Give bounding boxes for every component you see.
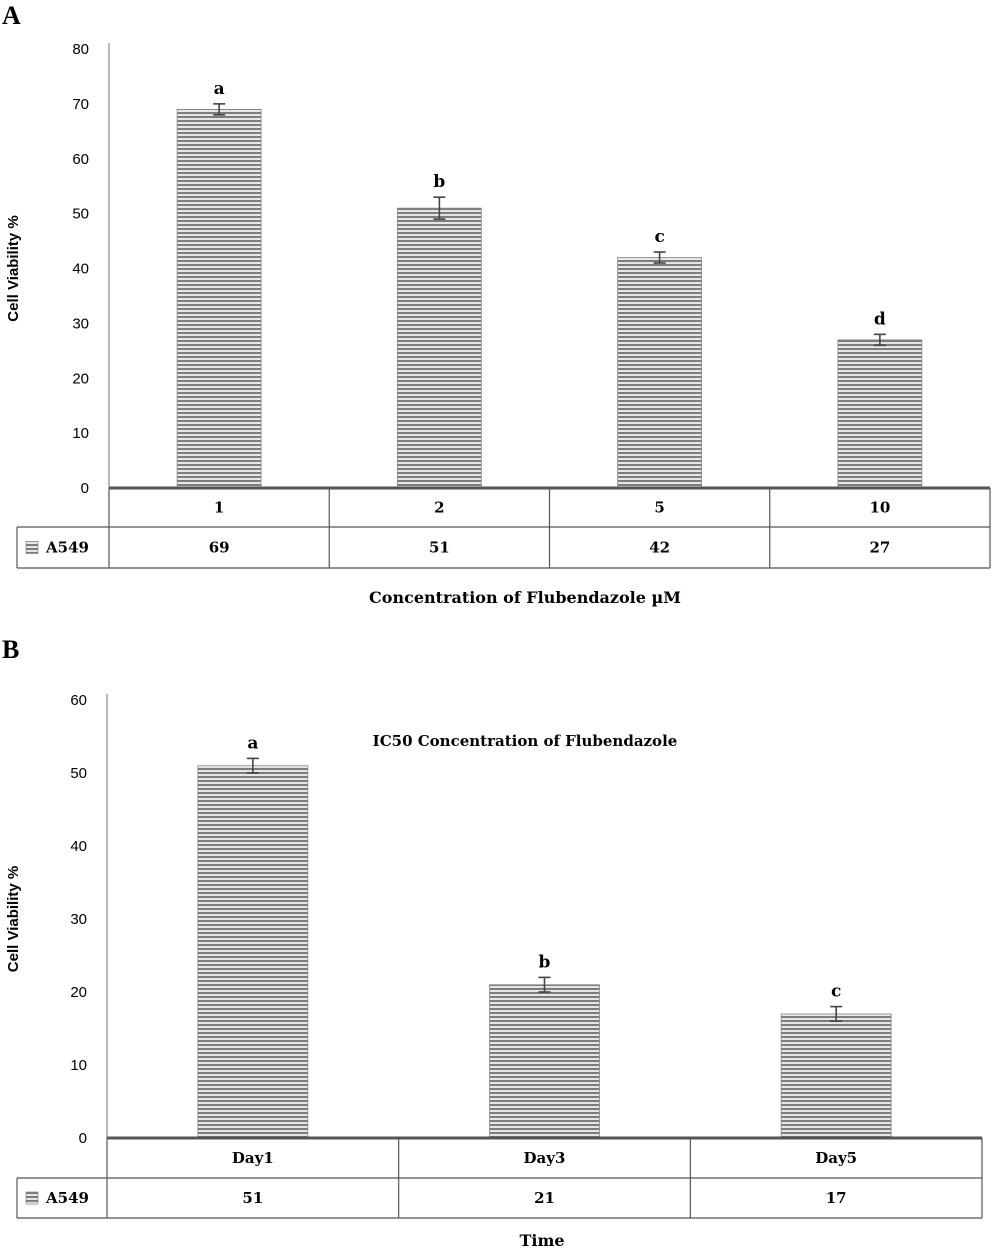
y-tick-label: 50 xyxy=(70,765,87,782)
x-category-label: 2 xyxy=(434,499,444,517)
x-category-label: Day5 xyxy=(815,1149,857,1167)
y-tick-label: 10 xyxy=(70,1057,87,1074)
y-tick-label: 0 xyxy=(81,480,89,497)
y-axis-label: Cell Viability % xyxy=(5,215,22,321)
bar xyxy=(837,339,923,489)
y-tick-label: 20 xyxy=(70,984,87,1001)
bar xyxy=(489,984,600,1139)
bar xyxy=(197,765,309,1139)
bar xyxy=(617,257,703,489)
legend-label: A549 xyxy=(45,1189,89,1207)
bar xyxy=(176,108,262,489)
legend-swatch xyxy=(25,541,39,554)
significance-letter: a xyxy=(247,733,258,753)
y-tick-label: 60 xyxy=(72,151,89,168)
y-tick-label: 80 xyxy=(72,41,89,58)
bar xyxy=(780,1013,892,1139)
y-tick-label: 40 xyxy=(72,261,89,278)
significance-letter: b xyxy=(433,172,445,192)
chart-title: IC50 Concentration of Flubendazole xyxy=(373,732,678,750)
table-value: 17 xyxy=(826,1189,847,1207)
panel-b: B 0 10 20 30 40 50 60 Cell Viability % IC50 Conce… xyxy=(2,635,983,1250)
y-axis-label: Cell Viability % xyxy=(5,866,22,972)
table-value: 51 xyxy=(242,1189,263,1207)
x-axis-label: Time xyxy=(519,1231,564,1250)
panel-a: A 0 10 20 30 40 50 60 70 80 Cell Viability % a b c d 1 6… xyxy=(2,1,991,607)
y-tick-label: 60 xyxy=(70,692,87,709)
y-tick-label: 20 xyxy=(72,370,89,387)
x-category-label: 10 xyxy=(869,499,890,517)
panel-letter: B xyxy=(2,635,19,664)
panel-letter: A xyxy=(2,1,21,30)
y-tick-label: 30 xyxy=(72,315,89,332)
significance-letter: c xyxy=(654,227,664,247)
significance-letter: b xyxy=(539,952,551,972)
y-tick-label: 0 xyxy=(79,1130,87,1147)
y-tick-label: 50 xyxy=(72,206,89,223)
table-value: 21 xyxy=(534,1189,555,1207)
significance-letter: d xyxy=(874,309,886,329)
x-axis-label: Concentration of Flubendazole µM xyxy=(369,588,681,607)
significance-letter: a xyxy=(214,79,225,99)
x-category-label: 1 xyxy=(214,499,224,517)
table-value: 27 xyxy=(869,539,890,557)
y-tick-label: 10 xyxy=(72,425,89,442)
x-category-label: Day1 xyxy=(232,1149,274,1167)
y-tick-label: 70 xyxy=(72,96,89,113)
y-tick-label: 30 xyxy=(70,911,87,928)
table-value: 42 xyxy=(649,539,670,557)
x-category-label: Day3 xyxy=(524,1149,566,1167)
bar xyxy=(396,207,482,489)
y-tick-label: 40 xyxy=(70,838,87,855)
significance-letter: c xyxy=(831,982,841,1002)
legend-label: A549 xyxy=(45,539,89,557)
table-value: 69 xyxy=(209,539,230,557)
legend-swatch xyxy=(25,1191,39,1205)
table-value: 51 xyxy=(429,539,450,557)
x-category-label: 5 xyxy=(654,499,664,517)
